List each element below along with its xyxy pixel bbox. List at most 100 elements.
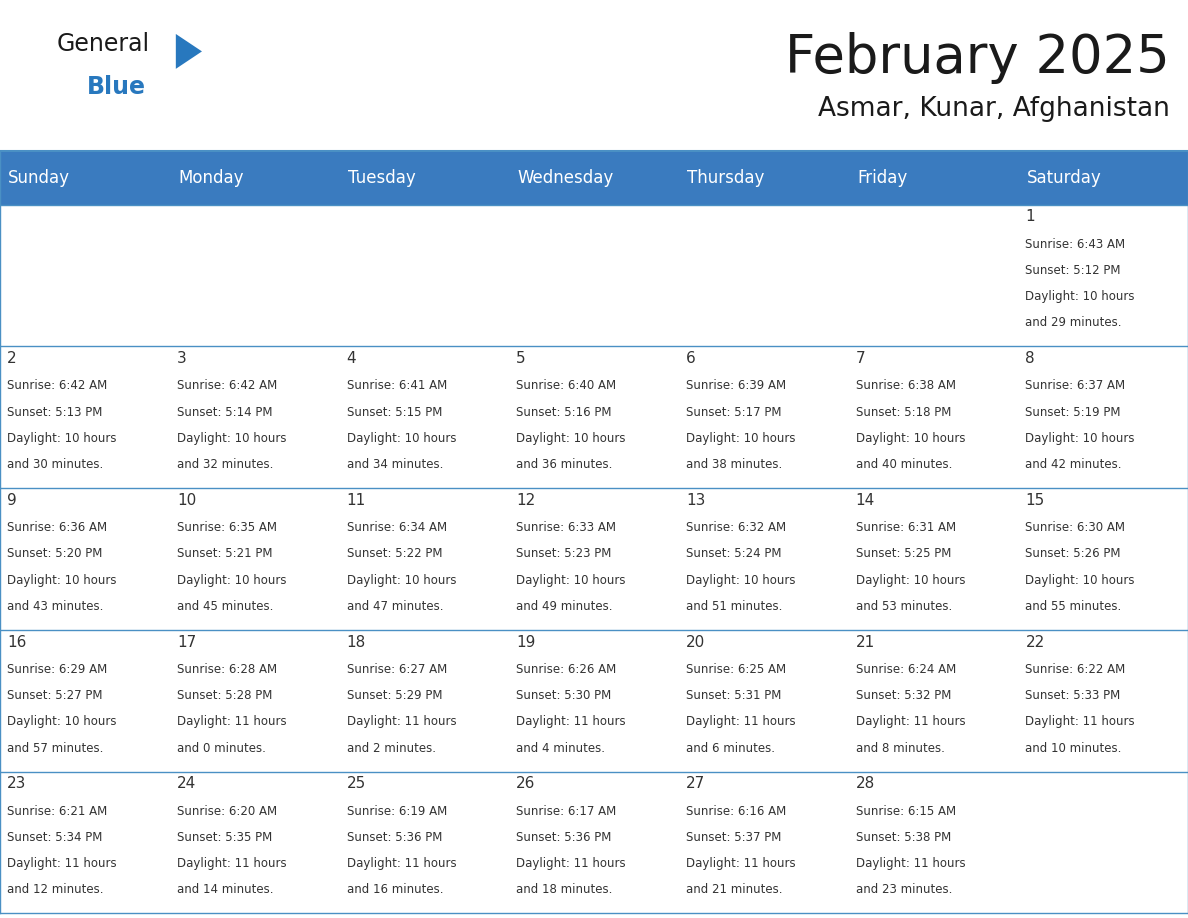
Text: 3: 3 [177,351,187,366]
Text: Sunset: 5:29 PM: Sunset: 5:29 PM [347,689,442,702]
Bar [678,151,848,205]
Bar [510,772,678,913]
Text: Sunday: Sunday [8,169,70,187]
Text: Sunrise: 6:15 AM: Sunrise: 6:15 AM [855,804,956,818]
Text: 28: 28 [855,777,874,791]
Text: Sunrise: 6:28 AM: Sunrise: 6:28 AM [177,663,277,676]
Text: Sunset: 5:27 PM: Sunset: 5:27 PM [7,689,102,702]
Text: Thursday: Thursday [687,169,765,187]
Text: Daylight: 11 hours: Daylight: 11 hours [1025,715,1135,728]
Text: Friday: Friday [857,169,908,187]
Bar [510,151,678,205]
Bar [340,346,510,488]
Bar [1018,488,1188,630]
Bar [848,151,1018,205]
Text: and 8 minutes.: and 8 minutes. [855,742,944,755]
Text: and 42 minutes.: and 42 minutes. [1025,458,1121,471]
Text: Sunrise: 6:25 AM: Sunrise: 6:25 AM [685,663,786,676]
Text: Daylight: 10 hours: Daylight: 10 hours [7,715,116,728]
Text: and 10 minutes.: and 10 minutes. [1025,742,1121,755]
Text: Sunrise: 6:43 AM: Sunrise: 6:43 AM [1025,238,1125,251]
Text: Daylight: 10 hours: Daylight: 10 hours [1025,431,1135,445]
Text: Daylight: 10 hours: Daylight: 10 hours [347,574,456,587]
Bar [678,772,848,913]
Text: Sunrise: 6:20 AM: Sunrise: 6:20 AM [177,804,277,818]
Bar [510,630,678,772]
Text: 10: 10 [177,493,196,508]
Text: Daylight: 11 hours: Daylight: 11 hours [855,715,966,728]
Text: Blue: Blue [87,75,146,99]
Text: 18: 18 [347,634,366,650]
Text: and 0 minutes.: and 0 minutes. [177,742,266,755]
Text: Sunset: 5:34 PM: Sunset: 5:34 PM [7,831,102,844]
Bar [510,346,678,488]
Text: and 32 minutes.: and 32 minutes. [177,458,273,471]
Text: Sunrise: 6:42 AM: Sunrise: 6:42 AM [7,379,107,392]
Bar [0,151,170,205]
Text: Sunset: 5:12 PM: Sunset: 5:12 PM [1025,263,1121,277]
Bar [510,205,678,346]
Bar [848,488,1018,630]
Text: Sunset: 5:24 PM: Sunset: 5:24 PM [685,547,782,560]
Bar [1018,205,1188,346]
Text: Daylight: 10 hours: Daylight: 10 hours [517,431,626,445]
Polygon shape [176,34,202,69]
Text: and 43 minutes.: and 43 minutes. [7,599,103,613]
Text: and 12 minutes.: and 12 minutes. [7,883,103,896]
Text: Daylight: 10 hours: Daylight: 10 hours [855,431,965,445]
Bar [1018,151,1188,205]
Text: and 40 minutes.: and 40 minutes. [855,458,952,471]
Text: 17: 17 [177,634,196,650]
Text: 23: 23 [7,777,26,791]
Text: Tuesday: Tuesday [348,169,416,187]
Bar [848,772,1018,913]
Text: Sunrise: 6:33 AM: Sunrise: 6:33 AM [517,521,617,534]
Text: 15: 15 [1025,493,1044,508]
Text: Sunset: 5:13 PM: Sunset: 5:13 PM [7,406,102,419]
Text: Sunrise: 6:30 AM: Sunrise: 6:30 AM [1025,521,1125,534]
Text: and 23 minutes.: and 23 minutes. [855,883,952,896]
Bar [678,346,848,488]
Bar [0,488,170,630]
Text: Daylight: 10 hours: Daylight: 10 hours [1025,574,1135,587]
Text: Saturday: Saturday [1026,169,1101,187]
Text: General: General [57,32,150,56]
Text: and 45 minutes.: and 45 minutes. [177,599,273,613]
Text: Daylight: 10 hours: Daylight: 10 hours [685,431,796,445]
Text: 2: 2 [7,351,17,366]
Bar [170,772,340,913]
Text: Sunrise: 6:39 AM: Sunrise: 6:39 AM [685,379,786,392]
Text: and 57 minutes.: and 57 minutes. [7,742,103,755]
Text: 1: 1 [1025,209,1035,224]
Text: and 14 minutes.: and 14 minutes. [177,883,273,896]
Bar [170,346,340,488]
Text: Daylight: 11 hours: Daylight: 11 hours [685,715,796,728]
Text: Sunset: 5:21 PM: Sunset: 5:21 PM [177,547,272,560]
Text: February 2025: February 2025 [785,32,1170,84]
Text: Sunset: 5:36 PM: Sunset: 5:36 PM [347,831,442,844]
Text: Sunset: 5:19 PM: Sunset: 5:19 PM [1025,406,1121,419]
Text: Sunrise: 6:16 AM: Sunrise: 6:16 AM [685,804,786,818]
Text: Sunrise: 6:37 AM: Sunrise: 6:37 AM [1025,379,1125,392]
Text: Sunset: 5:16 PM: Sunset: 5:16 PM [517,406,612,419]
Bar [848,205,1018,346]
Text: Sunrise: 6:36 AM: Sunrise: 6:36 AM [7,521,107,534]
Bar [170,205,340,346]
Text: and 4 minutes.: and 4 minutes. [517,742,605,755]
Text: Sunset: 5:26 PM: Sunset: 5:26 PM [1025,547,1121,560]
Text: 26: 26 [517,777,536,791]
Text: Asmar, Kunar, Afghanistan: Asmar, Kunar, Afghanistan [819,96,1170,122]
Text: Sunset: 5:18 PM: Sunset: 5:18 PM [855,406,952,419]
Bar [170,151,340,205]
Text: and 36 minutes.: and 36 minutes. [517,458,613,471]
Text: Sunset: 5:28 PM: Sunset: 5:28 PM [177,689,272,702]
Text: 7: 7 [855,351,865,366]
Text: Sunrise: 6:27 AM: Sunrise: 6:27 AM [347,663,447,676]
Text: Sunset: 5:33 PM: Sunset: 5:33 PM [1025,689,1120,702]
Text: and 18 minutes.: and 18 minutes. [517,883,613,896]
Text: 22: 22 [1025,634,1044,650]
Text: Sunset: 5:35 PM: Sunset: 5:35 PM [177,831,272,844]
Bar [340,151,510,205]
Text: Sunset: 5:17 PM: Sunset: 5:17 PM [685,406,782,419]
Bar [1018,772,1188,913]
